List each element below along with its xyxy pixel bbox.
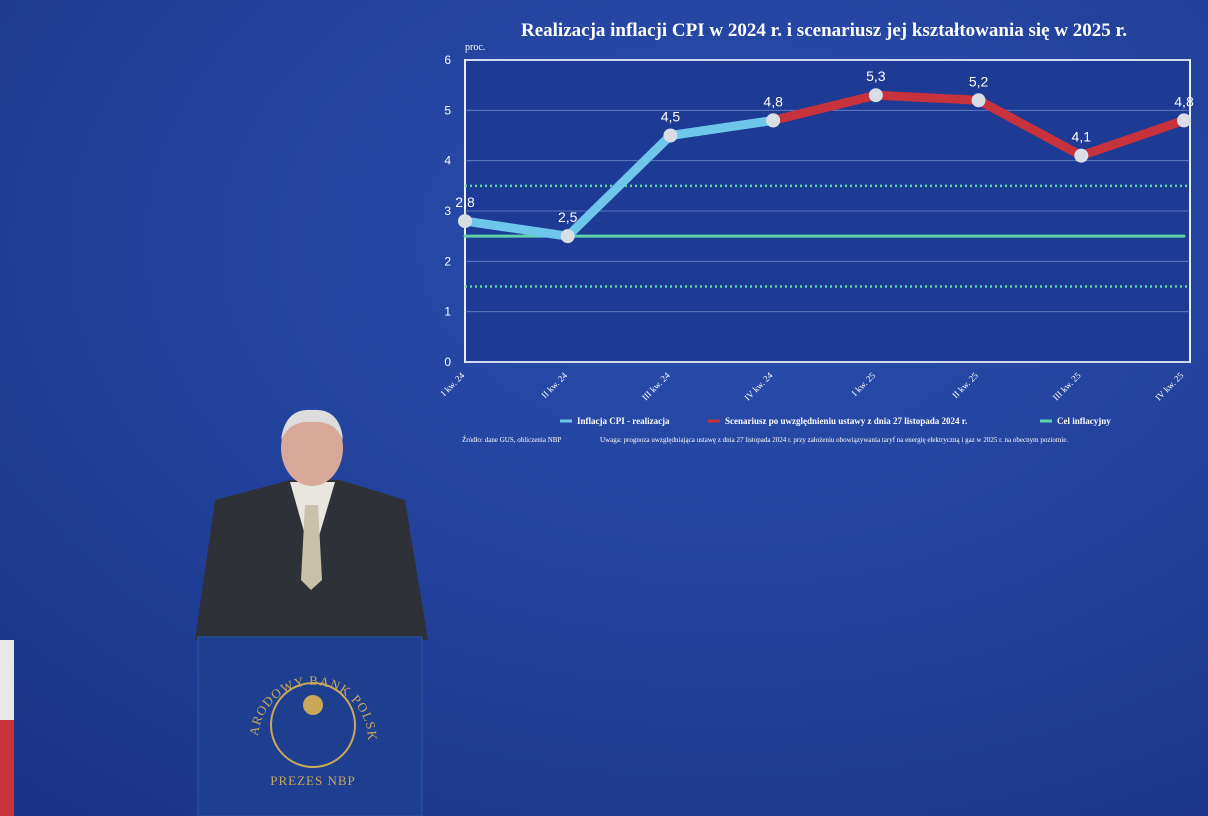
point xyxy=(458,214,472,229)
data-label: 5,2 xyxy=(969,73,989,89)
podium-body xyxy=(197,636,423,816)
legend-label: Scenariusz po uwzględnieniu ustawy z dni… xyxy=(725,416,967,426)
emblem xyxy=(270,682,356,768)
point xyxy=(766,113,781,128)
data-label: 2,8 xyxy=(455,194,475,210)
point xyxy=(868,88,883,103)
y-tick-label: 1 xyxy=(444,305,451,319)
data-label: 5,3 xyxy=(866,68,886,84)
chart-title: Realizacja inflacji CPI w 2024 r. i scen… xyxy=(521,20,1127,41)
podium-bottom-text: PREZES NBP xyxy=(270,773,356,788)
note: Źródło: dane GUS, obliczenia NBP xyxy=(462,436,561,444)
data-label: 4,8 xyxy=(763,93,783,109)
data-label: 4,1 xyxy=(1072,129,1092,145)
data-label: 2,5 xyxy=(558,209,578,225)
point xyxy=(560,229,575,244)
y-tick-label: 4 xyxy=(444,154,451,168)
point xyxy=(1177,113,1191,128)
flag-red xyxy=(0,720,14,816)
y-tick-label: 3 xyxy=(444,204,451,218)
tie xyxy=(301,505,322,590)
y-tick-label: 6 xyxy=(444,53,451,67)
data-label: 4,8 xyxy=(1174,93,1194,109)
y-axis-label: proc. xyxy=(465,42,485,53)
head xyxy=(281,410,343,486)
hair xyxy=(281,409,343,440)
eagle xyxy=(303,695,323,715)
y-tick-label: 2 xyxy=(444,254,451,268)
note: Uwaga: prognoza uwzględniająca ustawę z … xyxy=(600,436,1068,444)
speaker xyxy=(195,409,428,640)
y-tick-label: 0 xyxy=(444,355,451,369)
y-tick-label: 5 xyxy=(444,103,451,117)
legend-label: Inflacja CPI - realizacja xyxy=(577,416,670,426)
series-line xyxy=(460,115,778,241)
data-label: 4,5 xyxy=(661,109,681,125)
point xyxy=(1074,148,1089,163)
point xyxy=(663,128,678,143)
legend-label: Cel inflacyjny xyxy=(1057,416,1111,426)
point xyxy=(971,93,986,108)
